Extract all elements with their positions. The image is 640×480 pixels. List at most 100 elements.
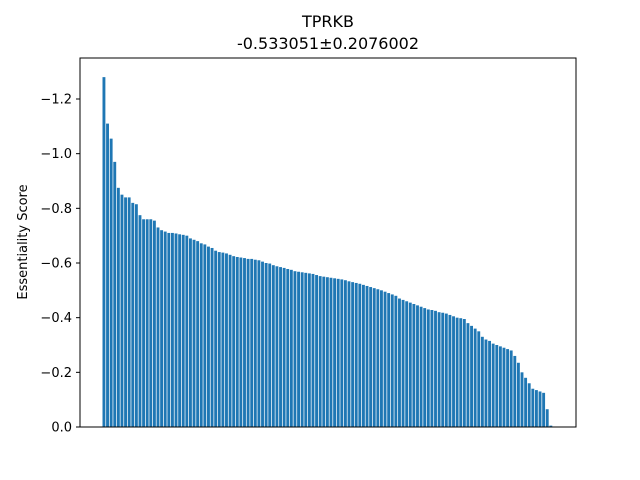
y-tick-label: 0.0	[51, 421, 72, 436]
bar	[365, 285, 369, 427]
bar	[145, 219, 149, 427]
bar	[419, 306, 423, 427]
bar	[534, 390, 538, 427]
chart-subtitle: -0.533051±0.2076002	[237, 34, 419, 53]
bar	[279, 267, 282, 427]
bar	[380, 290, 383, 427]
bar	[178, 234, 182, 427]
bar	[228, 254, 232, 427]
bar	[282, 267, 286, 427]
bar	[437, 312, 441, 427]
bar	[333, 278, 337, 427]
bar	[336, 278, 340, 427]
bar	[495, 345, 499, 427]
bar	[480, 336, 484, 427]
bar	[203, 244, 207, 427]
bar	[232, 256, 236, 427]
bar	[455, 317, 459, 427]
chart-title: TPRKB	[301, 12, 354, 31]
bar	[163, 231, 167, 427]
bar	[416, 305, 419, 427]
bar	[452, 316, 455, 427]
bar	[462, 319, 466, 427]
bar	[102, 77, 106, 427]
y-tick-label: −0.2	[40, 366, 72, 381]
bar	[264, 263, 268, 427]
bar	[131, 202, 135, 427]
bar	[498, 346, 502, 427]
bar	[138, 215, 142, 427]
bar	[152, 220, 156, 427]
bar	[473, 328, 477, 427]
bar	[181, 234, 185, 427]
bar	[271, 265, 275, 427]
bar	[383, 291, 387, 427]
bar	[286, 269, 290, 427]
bar	[116, 187, 120, 427]
bar	[434, 310, 437, 427]
bar	[106, 123, 109, 427]
bar	[275, 266, 279, 427]
bar	[311, 273, 315, 427]
bar	[484, 339, 488, 427]
bar	[430, 310, 434, 427]
bars-group	[102, 77, 553, 427]
bar	[167, 232, 171, 427]
bar	[369, 287, 373, 427]
bar	[297, 271, 300, 427]
bar	[196, 241, 200, 427]
bar	[405, 301, 409, 427]
bar	[268, 263, 272, 427]
bar	[293, 271, 297, 427]
bar	[448, 314, 452, 427]
y-tick-label: −1.2	[40, 93, 72, 108]
bar	[390, 294, 394, 427]
y-tick-label: −1.0	[40, 147, 72, 162]
bar	[225, 253, 228, 427]
bar	[250, 258, 254, 427]
bar	[329, 277, 333, 427]
bar	[354, 282, 358, 427]
bar	[545, 409, 549, 427]
bar	[538, 391, 542, 427]
bar	[199, 243, 203, 427]
bar	[261, 261, 264, 427]
bar	[325, 277, 329, 427]
bar	[509, 350, 513, 427]
y-axis: 0.0 −0.2 −0.4 −0.6 −0.8 −1.0 −1.2	[40, 93, 80, 436]
bar	[488, 340, 492, 427]
bar	[524, 377, 528, 427]
bar	[347, 281, 351, 427]
bar	[401, 299, 405, 427]
bar	[502, 347, 506, 427]
bar	[343, 280, 347, 427]
plot-frame	[79, 57, 577, 428]
bar	[120, 194, 124, 427]
bar	[527, 383, 531, 427]
bar	[513, 355, 517, 427]
bar	[441, 312, 445, 427]
bar	[160, 230, 164, 427]
bar	[149, 219, 153, 427]
bar	[235, 256, 239, 427]
bar	[340, 279, 344, 427]
bar	[520, 372, 524, 427]
bar	[322, 276, 326, 427]
bar	[423, 308, 427, 427]
bar	[549, 425, 553, 427]
bar	[412, 304, 416, 427]
bar	[134, 204, 138, 427]
bar	[361, 284, 365, 427]
y-tick-label: −0.8	[40, 202, 72, 217]
bar	[394, 295, 398, 427]
bar	[542, 392, 546, 427]
bar	[246, 258, 250, 427]
bar	[459, 318, 463, 427]
bar	[358, 283, 362, 427]
bar	[477, 331, 481, 427]
bar	[189, 238, 192, 427]
bar	[127, 197, 131, 427]
bar	[174, 233, 178, 427]
bar	[376, 289, 380, 427]
